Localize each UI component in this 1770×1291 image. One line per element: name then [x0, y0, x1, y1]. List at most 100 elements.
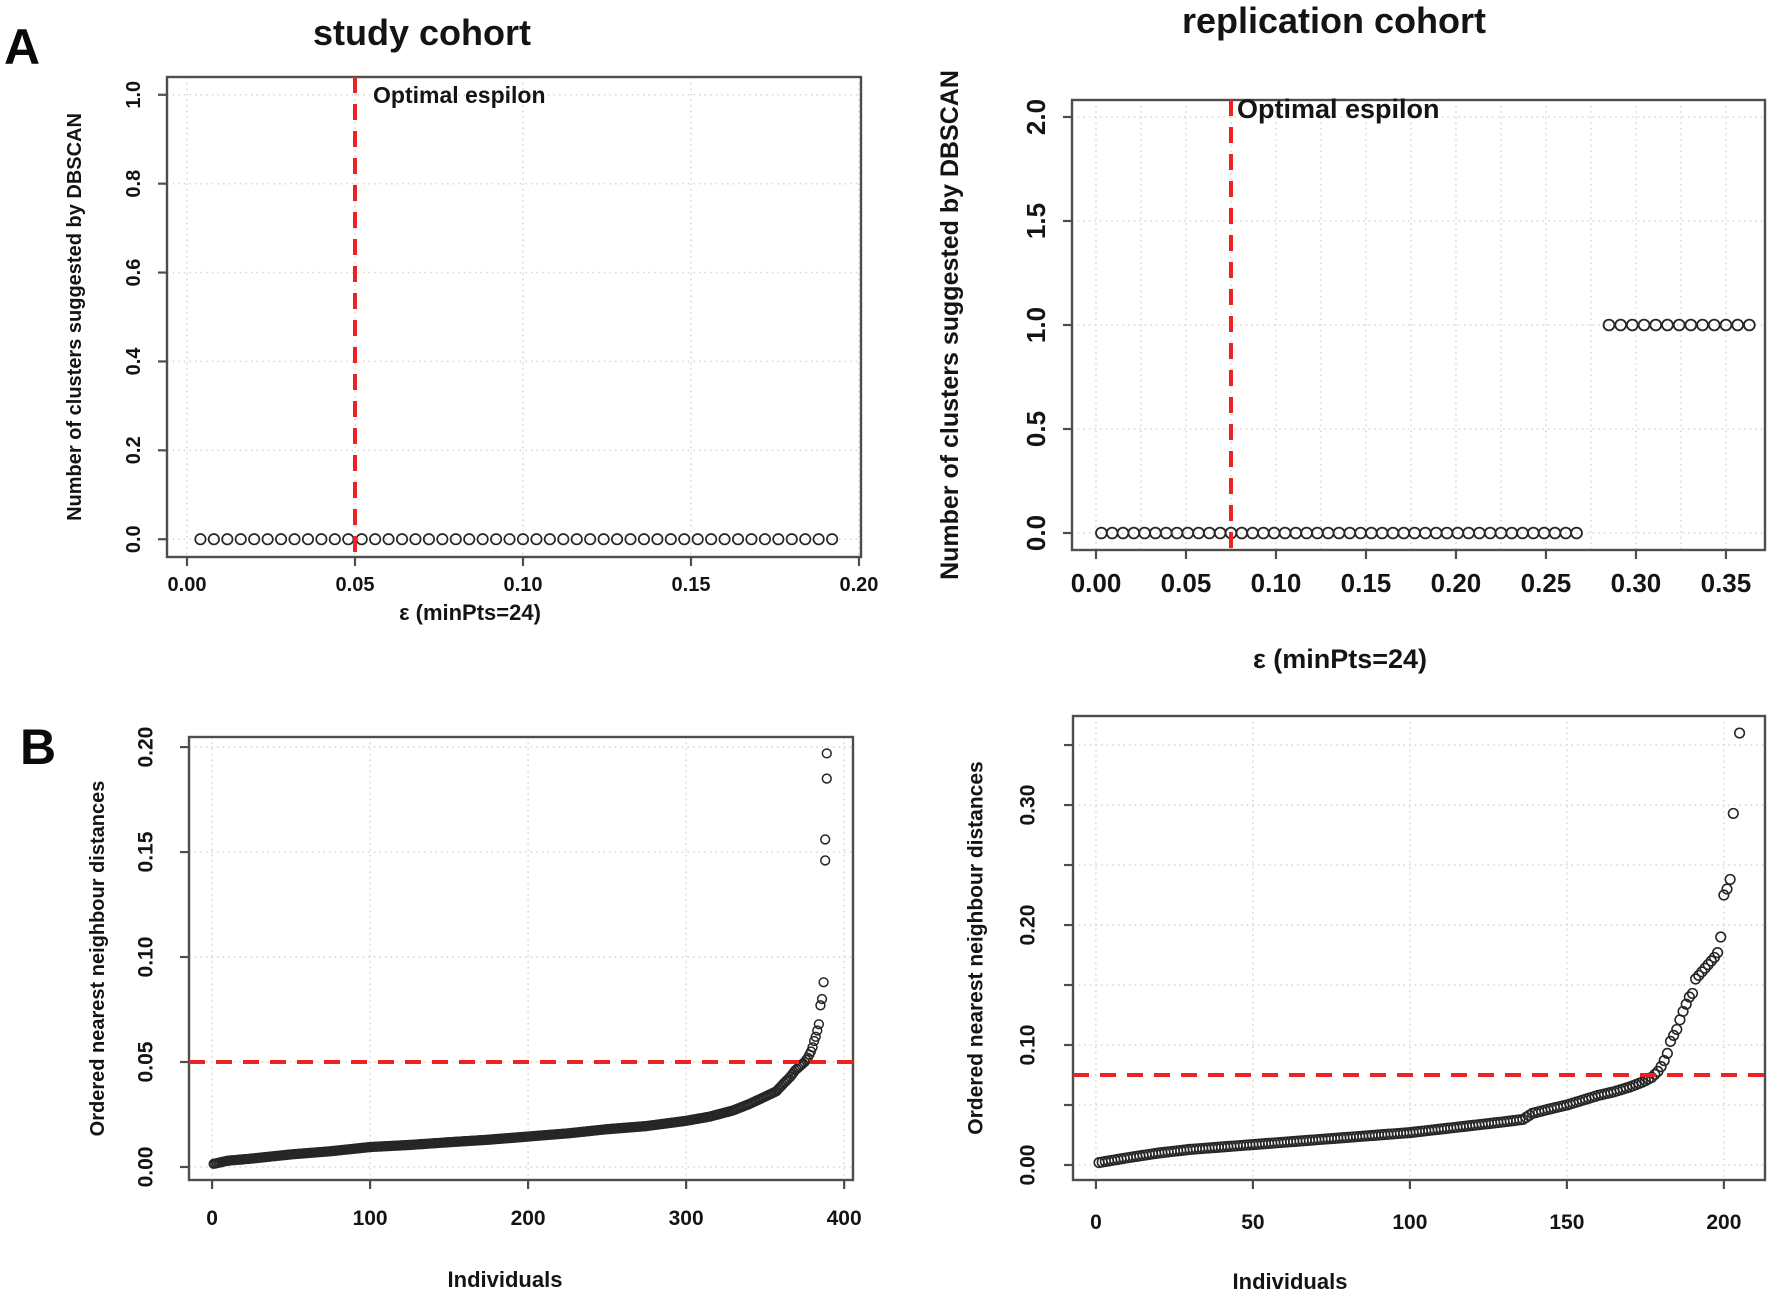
data-point [1671, 1023, 1683, 1036]
plot-study-cohort-clusters: 0.00 0.05 0.10 0.15 0.20 0.0 0.2 0.4 0.6 0.8 1.0 st… [64, 12, 878, 625]
data-point [818, 977, 829, 988]
x-tick-label: 0.00 [168, 574, 207, 596]
data-point [1661, 1047, 1673, 1060]
data-point [624, 533, 637, 546]
y-tick-label: 0.10 [1017, 1025, 1040, 1066]
data-point [1711, 947, 1724, 959]
data-point [1668, 1029, 1680, 1042]
data-point [422, 533, 435, 546]
y-tick-label: 0.05 [135, 1041, 158, 1082]
data-point [810, 1031, 821, 1042]
data-point [799, 533, 812, 546]
x-tick-label: 0.20 [1431, 568, 1482, 598]
data-point [1614, 318, 1627, 332]
y-tick-label: 0.15 [135, 831, 158, 872]
x-axis-label: Individuals [1233, 1269, 1348, 1291]
data-point [1523, 1109, 1535, 1122]
x-tick-label: 0.30 [1611, 568, 1662, 598]
x-tick-label: 0.05 [336, 574, 375, 596]
data-point [801, 1054, 812, 1066]
data-point [1655, 1061, 1667, 1073]
gridlines [189, 737, 853, 1180]
data-point [1718, 889, 1730, 901]
x-axis-label: ε (minPts=24) [1253, 644, 1427, 674]
data-point [463, 533, 476, 546]
x-tick-label: 0.35 [1701, 568, 1752, 598]
data-point [772, 533, 785, 546]
data-point [1646, 1071, 1658, 1084]
plot-title: replication cohort [1182, 0, 1486, 41]
x-tick-label: 300 [669, 1207, 704, 1230]
x-tick-label: 0.00 [1071, 568, 1122, 598]
data-point [1570, 526, 1583, 540]
y-axis-label: Number of clusters suggested by DBSCAN [936, 70, 964, 580]
y-tick-label: 0.4 [123, 347, 145, 376]
data-point [275, 533, 288, 546]
panel-label-a: A [4, 19, 41, 75]
data-point [597, 533, 610, 546]
data-point [1724, 873, 1736, 886]
y-axis-label: Ordered nearest neighbour distances [965, 761, 988, 1134]
y-tick-label: 1.0 [123, 81, 145, 109]
plot-replication-cohort-clusters: 0.00 0.05 0.10 0.15 0.20 0.25 0.30 0.35 0.0 0.5 1.… [936, 0, 1767, 674]
data-point [1699, 962, 1711, 974]
data-point [1690, 973, 1702, 985]
data-point [1664, 1035, 1677, 1048]
plot-title: study cohort [313, 12, 531, 53]
y-tick-label: 0.0 [1021, 515, 1051, 551]
x-tick-label: 0.20 [840, 574, 879, 596]
data-point [409, 533, 422, 546]
plot-border [1071, 714, 1767, 1182]
y-tick-label: 2.0 [1021, 99, 1051, 135]
data-point [745, 533, 758, 546]
y-tick-label: 1.5 [1021, 203, 1051, 239]
data-point [1727, 807, 1739, 820]
data-point [812, 533, 825, 546]
series-zero-clusters [1095, 526, 1583, 540]
data-point [503, 533, 516, 546]
data-point [207, 533, 220, 546]
data-point [516, 533, 530, 546]
data-point [1680, 998, 1692, 1010]
data-point [758, 533, 771, 546]
data-point [328, 533, 341, 546]
data-point [1696, 966, 1708, 978]
data-point [530, 533, 543, 546]
plot-border [187, 735, 855, 1182]
data-point [315, 533, 328, 546]
data-point [1743, 318, 1756, 332]
x-axis-label: ε (minPts=24) [399, 600, 541, 625]
x-tick-label: 0 [206, 1207, 218, 1230]
data-point [821, 773, 832, 784]
data-point [1683, 991, 1695, 1003]
optimal-epsilon-label: Optimal espilon [373, 82, 546, 108]
data-point [1733, 727, 1746, 739]
data-point [1686, 987, 1699, 1000]
data-point [1332, 526, 1346, 540]
series-clusters-vs-epsilon [194, 533, 839, 546]
y-tick-label: 0.20 [1017, 905, 1040, 946]
y-tick-label: 0.10 [135, 937, 158, 978]
plot-replication-cohort-knn: 0 50 100 150 200 0.00 0.10 0.20 0.30 Individuals O… [965, 714, 1767, 1291]
data-point [1658, 1055, 1670, 1067]
data-point [718, 533, 731, 546]
data-point [820, 834, 831, 845]
data-point [221, 533, 234, 546]
gridlines [1072, 100, 1765, 550]
data-point [731, 533, 745, 546]
x-tick-label: 0.10 [504, 574, 543, 596]
x-tick-label: 0.05 [1161, 568, 1212, 598]
y-tick-label: 0.30 [1017, 785, 1040, 826]
data-point [820, 855, 831, 866]
data-point [611, 533, 624, 546]
data-point [570, 533, 583, 546]
data-point [301, 533, 315, 546]
plot-study-cohort-knn: 0 100 200 300 400 0.00 0.05 0.10 0.15 0.20 Individ… [87, 727, 862, 1291]
data-point [705, 533, 718, 546]
data-point [382, 533, 395, 546]
data-point [826, 533, 839, 546]
plot-border [165, 75, 863, 559]
x-tick-label: 100 [1392, 1211, 1427, 1234]
y-tick-label: 0.00 [135, 1147, 158, 1188]
